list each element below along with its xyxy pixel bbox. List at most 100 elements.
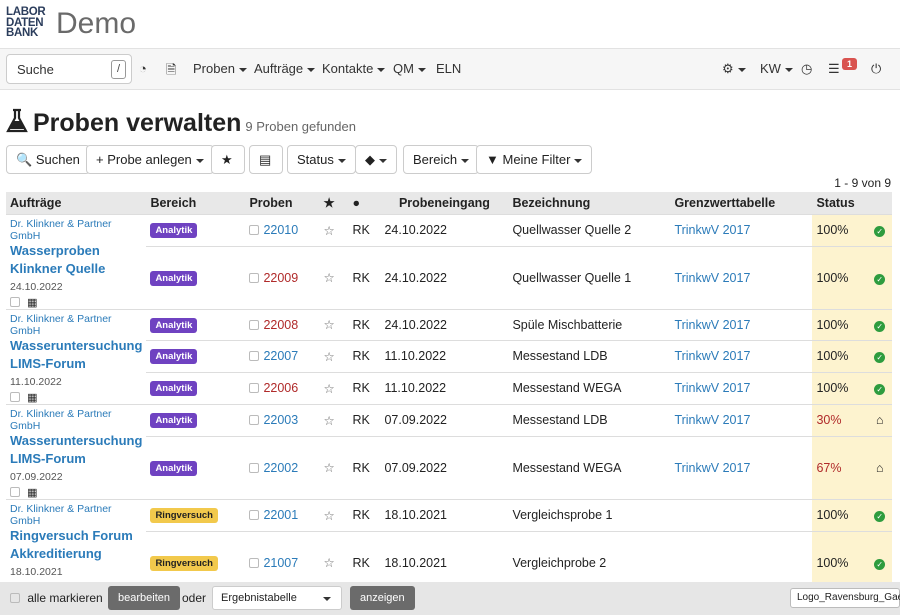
check-icon: ✓ — [874, 226, 886, 238]
order-cell[interactable]: Dr. Klinkner & Partner GmbH Ringversuch F… — [6, 498, 147, 594]
area-cell: Analytik — [146, 308, 246, 341]
sample-checkbox[interactable] — [249, 319, 260, 330]
area-badge: Ringversuch — [150, 555, 218, 571]
table-icon: ▦ — [27, 391, 38, 404]
sample-cell: 22002 — [245, 436, 320, 499]
tag-filter-button[interactable]: ◆ — [355, 145, 397, 174]
power-icon[interactable]: ⏻ — [871, 61, 882, 76]
area-badge: Analytik — [150, 317, 198, 333]
nav-eln[interactable]: ELN — [436, 61, 462, 76]
table-row[interactable]: Dr. Klinkner & Partner GmbH Wasseruntersu… — [6, 403, 892, 499]
search-input[interactable]: Suche / — [6, 54, 132, 84]
user-menu[interactable]: KW — [760, 61, 793, 76]
order-checkbox[interactable] — [10, 486, 20, 497]
order-checkbox[interactable] — [10, 391, 20, 402]
area-badge: Analytik — [150, 413, 198, 429]
sample-checkbox[interactable] — [249, 351, 260, 362]
order-title: Akkreditierung — [10, 545, 102, 561]
navbar: Suche / ◔ 🗎 Proben Aufträge Kontakte QM E… — [0, 48, 900, 90]
my-filters-button[interactable]: ▼ Meine Filter — [476, 145, 593, 174]
dashboard-icon[interactable]: ◔ — [139, 61, 147, 76]
document-icon[interactable]: 🗎 — [166, 62, 177, 77]
table-row[interactable]: Analytik 22009 ☆ RK 24.10.2022 Quellwass… — [6, 246, 892, 309]
col-status[interactable]: Status — [812, 192, 868, 214]
clock-icon[interactable]: ◷ — [801, 61, 813, 76]
table-row[interactable]: Dr. Klinkner & Partner GmbH Wasseruntersu… — [6, 308, 892, 404]
area-cell: Ringversuch — [146, 498, 246, 532]
sample-name: Messestand WEGA — [508, 371, 671, 404]
app-title: Demo — [56, 7, 137, 40]
order-date: 07.09.2022 — [10, 470, 63, 483]
order-customer: Dr. Klinkner & Partner GmbH — [10, 312, 112, 337]
select-all[interactable]: alle markieren — [10, 591, 103, 605]
initials: RK — [348, 403, 381, 437]
chart-button[interactable]: ▤ — [249, 145, 283, 174]
initials: RK — [348, 436, 381, 499]
nav-auftraege[interactable]: Aufträge — [254, 61, 316, 76]
sample-cell: 22003 — [245, 403, 320, 437]
col-bereich[interactable]: Bereich — [146, 192, 246, 214]
order-customer: Dr. Klinkner & Partner GmbH — [10, 407, 112, 432]
limit-table: TrinkwV 2017 — [670, 246, 813, 309]
show-button[interactable]: anzeigen — [350, 586, 415, 610]
table-row[interactable]: Analytik 22006 ☆ RK 11.10.2022 Messestan… — [6, 371, 892, 404]
area-cell: Analytik — [146, 246, 246, 309]
col-probeneingang[interactable]: Probeneingang — [380, 192, 509, 214]
order-cell[interactable]: Dr. Klinkner & Partner GmbH Wasseruntersu… — [6, 308, 147, 404]
order-date: 11.10.2022 — [10, 375, 62, 388]
area-filter-button[interactable]: Bereich — [403, 145, 480, 174]
order-cell[interactable]: Dr. Klinkner & Partner GmbH Wasseruntersu… — [6, 403, 147, 499]
table-row[interactable]: Dr. Klinkner & Partner GmbH Ringversuch F… — [6, 498, 892, 594]
nav-kontakte[interactable]: Kontakte — [322, 61, 386, 76]
flask-icon — [6, 108, 28, 133]
nav-qm[interactable]: QM — [393, 61, 426, 76]
footer-bar: alle markieren bearbeiten oder Ergebnist… — [0, 582, 900, 615]
area-badge: Ringversuch — [150, 508, 218, 524]
logo[interactable]: LABOR DATEN BANK — [6, 6, 46, 39]
sample-id: 21007 — [263, 555, 299, 570]
sample-name: Messestand WEGA — [508, 436, 671, 499]
nav-proben[interactable]: Proben — [193, 61, 247, 76]
col-bezeichnung[interactable]: Bezeichnung — [508, 192, 671, 214]
star-filter-button[interactable]: ★ — [211, 145, 245, 174]
order-title: Wasserproben — [10, 242, 100, 258]
initials: RK — [348, 308, 381, 341]
limit-table: TrinkwV 2017 — [670, 340, 813, 373]
sample-checkbox[interactable] — [249, 225, 260, 236]
table-row[interactable]: Analytik 22007 ☆ RK 11.10.2022 Messestan… — [6, 340, 892, 373]
table-row[interactable]: Analytik 22002 ☆ RK 07.09.2022 Messestan… — [6, 436, 892, 499]
status-icon-cell: ✓ — [867, 371, 892, 404]
col-auftraege[interactable]: Aufträge — [6, 192, 147, 214]
sample-checkbox[interactable] — [249, 272, 260, 283]
pager: 1 - 9 von 9 — [834, 176, 891, 190]
tasks-icon[interactable]: ☰ — [828, 61, 840, 76]
favorite-star-icon: ☆ — [319, 436, 349, 499]
edit-button[interactable]: bearbeiten — [108, 586, 180, 610]
order-customer: Dr. Klinkner & Partner GmbH — [10, 502, 112, 527]
col-proben[interactable]: Proben — [245, 192, 320, 214]
search-icon: 🔍 — [16, 152, 33, 167]
order-checkbox[interactable] — [10, 296, 20, 307]
col-grenzwert[interactable]: Grenzwerttabelle — [670, 192, 813, 214]
received-date: 18.10.2021 — [380, 498, 509, 532]
sample-cell: 22010 — [245, 213, 320, 247]
status-icon-cell: ✓ — [867, 308, 892, 341]
status-percent: 100% — [812, 371, 868, 404]
sample-checkbox[interactable] — [249, 510, 260, 521]
status-filter-button[interactable]: Status — [287, 145, 356, 174]
sample-checkbox[interactable] — [249, 383, 260, 394]
result-table-select[interactable]: Ergebnistabelle — [212, 586, 342, 610]
area-cell: Analytik — [146, 213, 246, 247]
check-icon: ✓ — [874, 384, 886, 396]
initials: RK — [348, 371, 381, 404]
sample-checkbox[interactable] — [249, 462, 260, 473]
search-button[interactable]: 🔍 Suchen — [6, 145, 90, 174]
sample-checkbox[interactable] — [249, 415, 260, 426]
order-cell[interactable]: Dr. Klinkner & Partner GmbH Wasserproben K… — [6, 213, 147, 309]
sample-checkbox[interactable] — [249, 557, 260, 568]
sample-id: 22007 — [263, 349, 299, 364]
settings-icon[interactable]: ⚙ — [722, 61, 746, 77]
table-row[interactable]: Dr. Klinkner & Partner GmbH Wasserproben K… — [6, 213, 892, 309]
add-sample-button[interactable]: + Probe anlegen — [86, 145, 214, 174]
status-icon-cell: ⌂ — [867, 403, 892, 437]
